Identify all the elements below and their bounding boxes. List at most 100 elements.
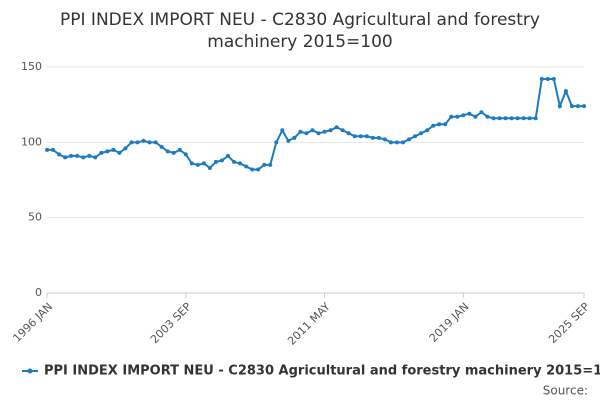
data-point <box>358 134 363 139</box>
data-point <box>316 131 321 136</box>
data-point <box>382 137 387 142</box>
data-point <box>479 110 484 115</box>
x-tick-label: 2019 JAN <box>427 300 472 345</box>
data-point <box>473 114 478 119</box>
title-line: PPI INDEX IMPORT NEU - C2830 Agricultura… <box>60 10 540 30</box>
data-point <box>419 131 424 136</box>
data-point <box>539 77 544 82</box>
data-point <box>286 138 291 143</box>
data-point <box>509 116 514 121</box>
x-tick-label: 1996 JAN <box>10 300 55 345</box>
data-point <box>575 104 580 109</box>
data-point <box>256 167 261 172</box>
data-point <box>171 150 176 155</box>
data-point <box>189 161 194 166</box>
data-point <box>582 104 586 109</box>
data-point <box>51 147 56 152</box>
data-point <box>431 123 436 128</box>
data-point <box>81 155 86 160</box>
data-point <box>232 159 237 164</box>
y-tick-label: 150 <box>21 60 42 73</box>
data-point <box>437 122 442 127</box>
data-point <box>195 162 200 167</box>
data-point <box>250 167 255 172</box>
source: Source: <box>543 384 588 398</box>
data-point <box>376 135 381 140</box>
data-point <box>497 116 502 121</box>
data-point <box>370 135 375 140</box>
data-point <box>147 140 152 145</box>
data-point <box>461 113 466 118</box>
data-point <box>310 128 315 133</box>
data-point <box>455 114 460 119</box>
data-point <box>298 129 303 134</box>
data-point <box>244 164 249 169</box>
data-point <box>569 104 574 109</box>
data-point <box>183 152 188 157</box>
data-point <box>292 135 297 140</box>
data-point <box>467 111 472 116</box>
data-point <box>129 140 134 145</box>
data-point <box>322 129 327 134</box>
x-tick-label: 2011 MAY <box>285 300 333 348</box>
data-point <box>280 128 285 133</box>
data-point <box>99 150 104 155</box>
data-point <box>219 158 224 163</box>
data-point <box>388 140 393 145</box>
y-tick-label: 50 <box>28 211 42 224</box>
data-point <box>304 131 309 136</box>
data-point <box>153 140 158 145</box>
data-point <box>105 149 110 154</box>
data-point <box>400 140 405 145</box>
data-point <box>159 144 164 149</box>
data-point <box>449 114 454 119</box>
data-point <box>334 125 339 130</box>
data-point <box>207 165 212 170</box>
chart-title: PPI INDEX IMPORT NEU - C2830 Agricultura… <box>60 10 540 52</box>
title-line: machinery 2015=100 <box>207 32 392 52</box>
y-tick-label: 100 <box>21 135 42 148</box>
data-point <box>364 134 369 139</box>
data-point <box>177 147 182 152</box>
data-point <box>346 131 351 136</box>
data-point <box>135 140 140 145</box>
data-point <box>521 116 526 121</box>
data-point <box>340 128 345 133</box>
legend-marker <box>27 368 33 374</box>
data-point <box>328 128 333 133</box>
data-point <box>503 116 508 121</box>
data-point <box>407 137 412 142</box>
data-point <box>226 153 231 158</box>
data-point <box>262 162 267 167</box>
data-point <box>165 149 170 154</box>
data-point <box>413 134 418 139</box>
data-point <box>274 140 279 145</box>
data-point <box>87 153 92 158</box>
data-point <box>201 161 206 166</box>
data-point <box>352 134 357 139</box>
data-point <box>123 146 128 151</box>
data-point <box>485 114 490 119</box>
x-tick-label: 2003 SEP <box>148 300 194 346</box>
data-point <box>557 104 562 109</box>
data-point <box>545 77 550 82</box>
data-point <box>443 122 448 127</box>
legend-label: PPI INDEX IMPORT NEU - C2830 Agricultura… <box>44 364 600 379</box>
data-point <box>117 150 122 155</box>
data-point <box>57 152 62 157</box>
x-tick-label: 2025 SEP <box>546 300 592 346</box>
data-point <box>551 77 556 82</box>
data-line <box>47 78 584 171</box>
data-point <box>213 159 218 164</box>
data-point <box>491 116 496 121</box>
data-point <box>69 153 74 158</box>
data-point <box>563 89 568 94</box>
data-point <box>425 128 430 133</box>
data-point <box>45 147 49 152</box>
data-point <box>111 147 116 152</box>
data-point <box>394 140 399 145</box>
data-point <box>268 162 273 167</box>
y-tick-label: 0 <box>35 286 42 299</box>
data-point <box>533 116 538 121</box>
